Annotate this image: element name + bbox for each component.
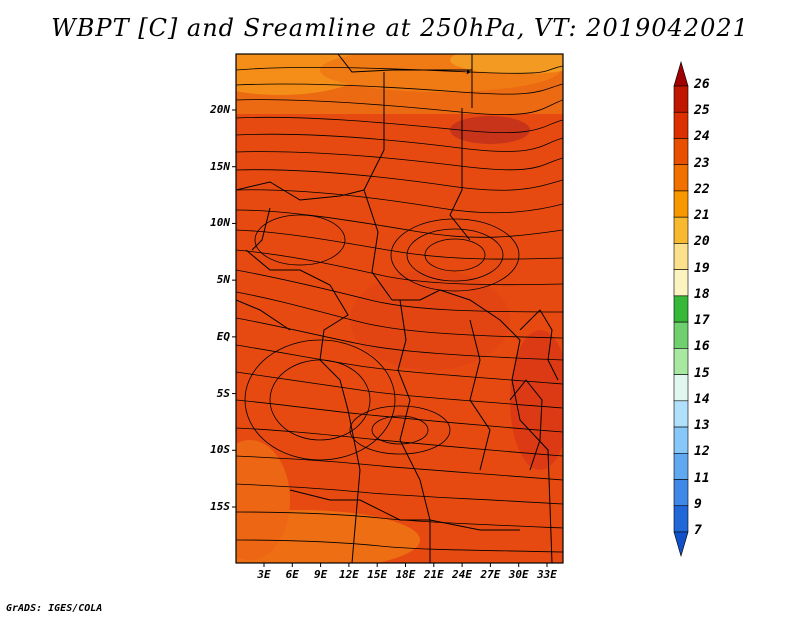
colorbar-segment xyxy=(673,164,689,192)
lon-tick-label: 33E xyxy=(537,568,557,581)
lon-tick-label: 24E xyxy=(452,568,473,581)
lon-ticks xyxy=(263,563,548,567)
colorbar-label: 16 xyxy=(694,339,710,355)
colorbar-segment xyxy=(673,321,689,349)
colorbar-label: 20 xyxy=(694,234,710,250)
chart-title: WBPT [C] and Sreamline at 250hPa, VT: 20… xyxy=(51,14,749,42)
colorbar-segment xyxy=(673,348,689,375)
colorbar-segment xyxy=(673,479,689,507)
colorbar-label: 12 xyxy=(694,444,710,460)
lat-tick-label: 20N xyxy=(210,103,230,116)
lat-tick-label: 5S xyxy=(216,386,230,400)
footer-credit: GrADS: IGES/COLA xyxy=(6,603,103,614)
lat-tick-label: 5N xyxy=(216,273,230,287)
colorbar-label: 24 xyxy=(694,129,710,145)
colorbar-segment xyxy=(673,505,689,533)
lat-tick-label: 10S xyxy=(210,443,230,457)
colorbar-segment xyxy=(673,85,689,113)
colorbar-label: 18 xyxy=(694,286,710,302)
lon-tick-label: 12E xyxy=(338,568,359,581)
lat-ticks xyxy=(232,109,236,508)
lon-tick-label: 21E xyxy=(423,568,444,581)
colorbar-segment xyxy=(673,216,689,244)
colorbar-label: 15 xyxy=(694,365,710,381)
colorbar-label: 23 xyxy=(694,155,710,171)
lat-tick-label: 15S xyxy=(210,500,230,513)
colorbar-label: 9 xyxy=(694,496,702,512)
lon-tick-label: 3E xyxy=(257,568,271,581)
colorbar-label: 13 xyxy=(694,418,710,434)
lat-tick-label: 10N xyxy=(210,216,230,230)
colorbar-segment xyxy=(673,243,689,270)
colorbar-label: 26 xyxy=(694,77,710,92)
lon-tick-label: 15E xyxy=(367,568,388,581)
colorbar-segment xyxy=(673,531,689,558)
lon-tick-label: 18E xyxy=(395,568,416,581)
lon-tick-label: 6E xyxy=(285,568,299,581)
colorbar-label: 25 xyxy=(694,103,710,119)
borders xyxy=(236,54,559,563)
colorbar-segment xyxy=(673,426,689,454)
colorbar-segment xyxy=(673,269,689,297)
lat-tick-label: EQ xyxy=(216,329,230,343)
colorbar-segment xyxy=(673,400,689,428)
colorbar-label: 17 xyxy=(694,313,710,329)
colorbar-label: 22 xyxy=(694,181,710,197)
colorbar-segment xyxy=(673,111,689,139)
colorbar-label: 19 xyxy=(694,260,710,276)
lon-tick-label: 9E xyxy=(313,568,328,581)
colorbar-segment xyxy=(673,452,689,480)
lon-tick-label: 27E xyxy=(480,568,501,581)
colorbar-segment xyxy=(673,138,689,166)
map-frame xyxy=(235,53,564,564)
colorbar-label: 11 xyxy=(694,470,710,486)
colorbar-label: 21 xyxy=(694,208,710,224)
lat-tick-label: 15N xyxy=(210,159,230,173)
colorbar-label: 14 xyxy=(694,391,710,407)
colorbar-segment xyxy=(673,374,689,402)
lon-tick-label: 30E xyxy=(508,568,529,581)
colorbar-segment xyxy=(673,190,689,218)
streamlines xyxy=(236,65,563,553)
colorbar-segment xyxy=(673,60,689,87)
colorbar-segment xyxy=(673,295,689,323)
wbpt-field xyxy=(236,54,563,563)
colorbar-label: 7 xyxy=(694,523,702,538)
colorbar xyxy=(673,60,689,558)
